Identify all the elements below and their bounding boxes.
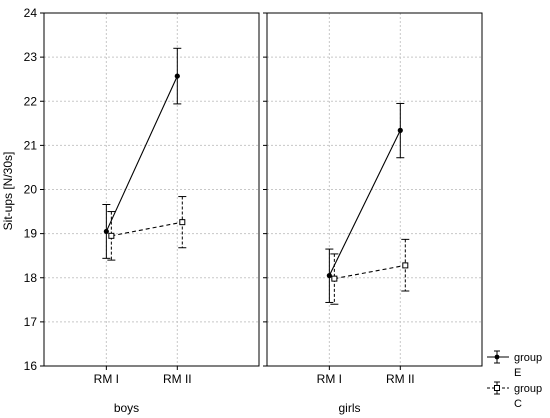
legend-label: group [514, 383, 542, 395]
legend-marker [494, 354, 500, 360]
data-point [179, 219, 186, 226]
legend-marker [494, 385, 500, 391]
data-point [108, 232, 115, 239]
series-group-e [325, 102, 405, 303]
data-point [174, 73, 180, 79]
legend-item-group-c: group C [487, 381, 542, 410]
legend-label: C [514, 398, 522, 410]
y-tick-label: 19 [24, 227, 38, 241]
legend-label: E [514, 367, 521, 379]
series-line [328, 130, 401, 276]
y-tick-label: 21 [24, 138, 38, 152]
y-tick-label: 17 [24, 315, 38, 329]
data-point [326, 272, 332, 279]
series-group-c [330, 238, 410, 305]
series-group-c [107, 196, 187, 261]
x-tick-label: RM I [317, 372, 342, 386]
panel-label: girls [338, 401, 360, 415]
data-point [103, 228, 109, 235]
legend-label: group [514, 352, 542, 364]
series-group-e [102, 47, 182, 259]
x-tick-label: RM II [163, 372, 192, 386]
panel-boys: 16 17 18 19 20 21 22 23 24 RM I RM II boys [24, 6, 260, 415]
y-tick-label: 22 [24, 94, 38, 108]
x-tick-label: RM II [386, 372, 415, 386]
y-tick-label: 23 [24, 50, 38, 64]
y-axis-label: Sit-ups [N/30s] [1, 152, 15, 231]
y-tick-label: 24 [24, 6, 38, 20]
panel-girls: RM I RM II girls [263, 12, 483, 415]
data-point [331, 275, 338, 282]
x-tick-label: RM I [94, 372, 119, 386]
plot-area: 16 17 18 19 20 21 22 23 24 RM I RM II boys RM I RM II… [24, 6, 483, 415]
series-line [111, 221, 183, 237]
series-line [334, 264, 406, 280]
data-point [402, 262, 409, 269]
panel-label: boys [114, 401, 139, 415]
series-line [105, 75, 178, 232]
y-tick-label: 20 [24, 183, 38, 197]
y-tick-label: 16 [24, 359, 38, 373]
data-point [397, 127, 403, 133]
legend-item-group-e: group E [487, 350, 542, 379]
y-tick-label: 18 [24, 271, 38, 285]
